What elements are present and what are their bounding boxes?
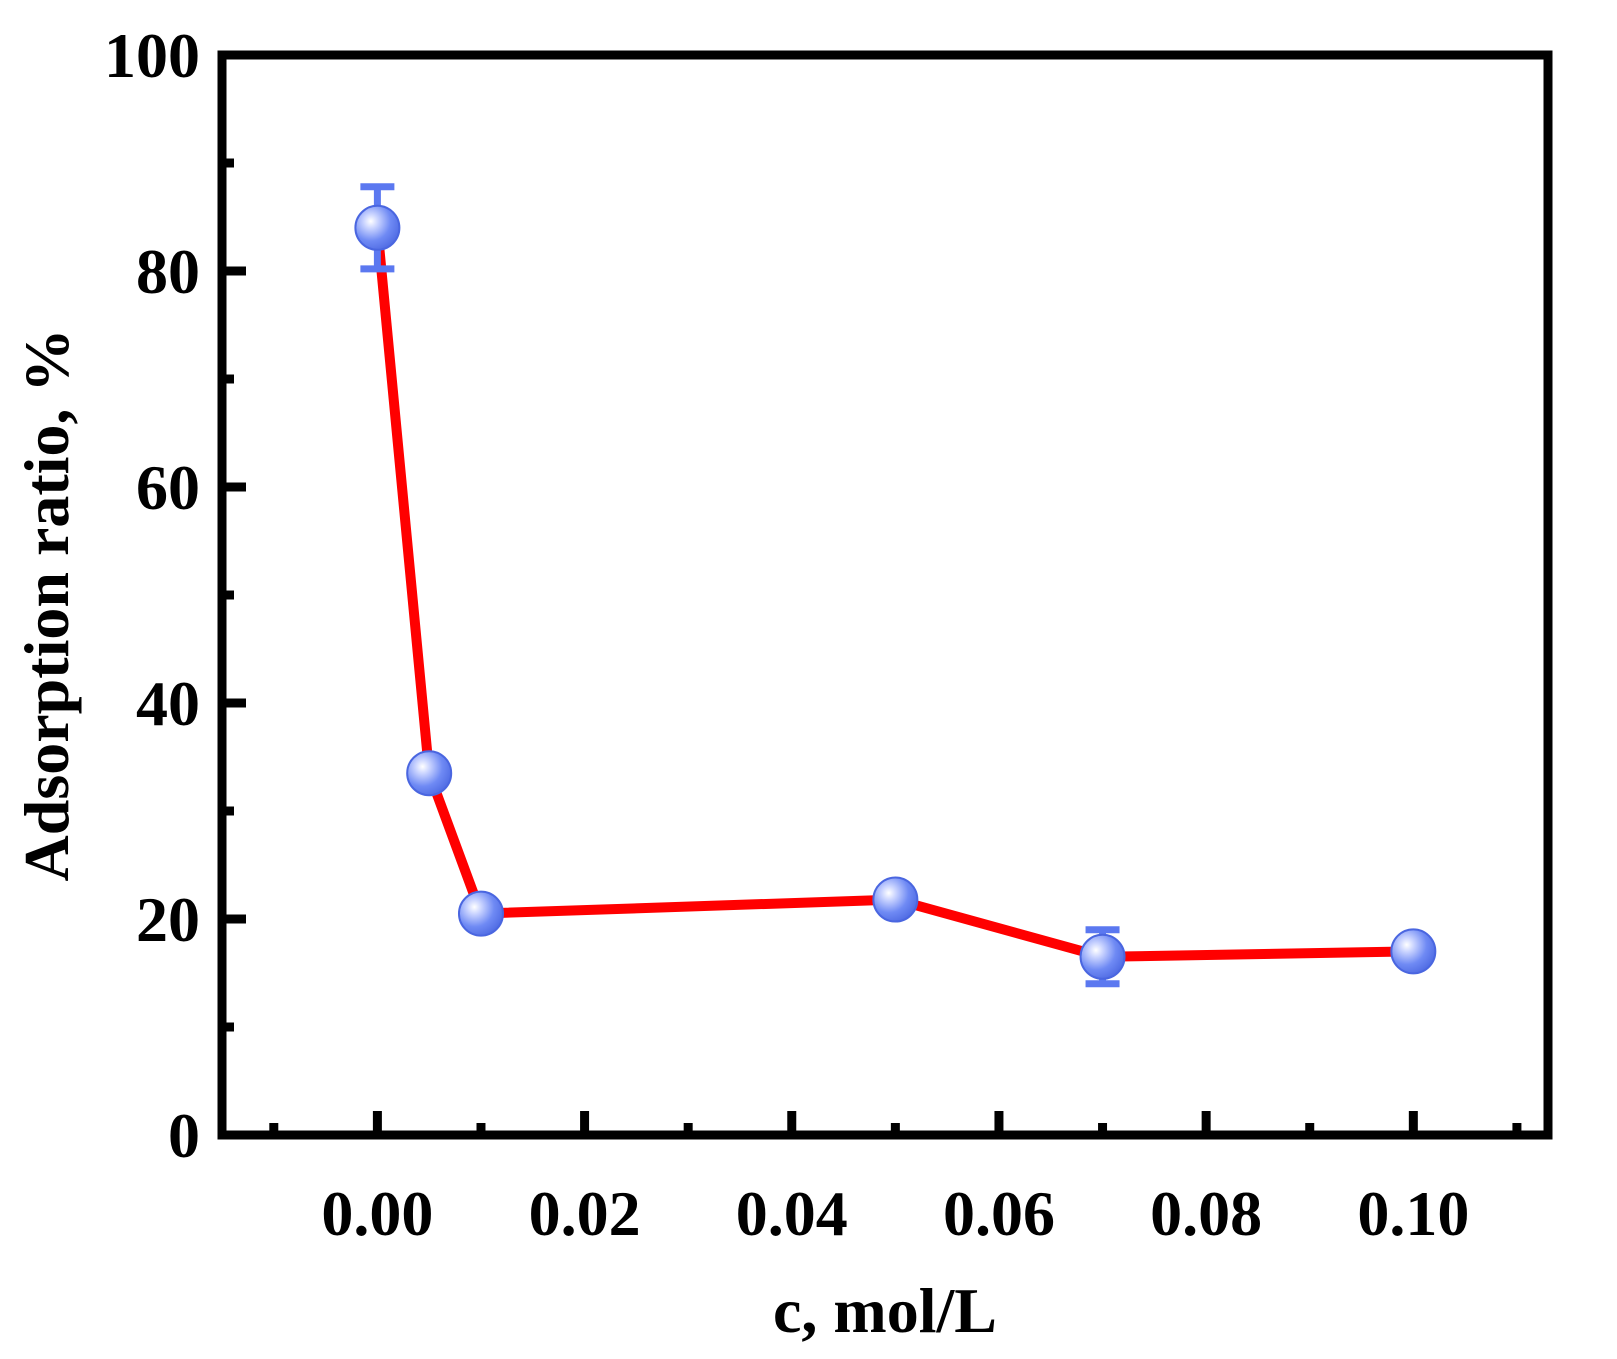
axis-ticks bbox=[222, 50, 1522, 1140]
data-point bbox=[1079, 926, 1126, 988]
axes-frame bbox=[217, 50, 1553, 1140]
plot-frame bbox=[217, 50, 1553, 1140]
y-tick-label: 0 bbox=[168, 1100, 200, 1171]
data-point bbox=[872, 876, 919, 923]
data-point bbox=[457, 890, 504, 937]
marker bbox=[457, 890, 504, 937]
x-tick-label: 0.10 bbox=[1357, 1178, 1469, 1249]
x-tick-label: 0.04 bbox=[736, 1178, 848, 1249]
x-tick-label: 0.02 bbox=[529, 1178, 641, 1249]
y-tick-label: 40 bbox=[136, 668, 200, 739]
tick-labels: 0.00 0.02 0.04 0.06 0.08 0.10 0 20 40 60 80 100 bbox=[104, 20, 1469, 1249]
marker bbox=[1079, 933, 1126, 980]
data-series bbox=[354, 183, 1437, 988]
y-tick-label: 80 bbox=[136, 236, 200, 307]
marker bbox=[354, 204, 401, 251]
x-tick-label: 0.00 bbox=[321, 1178, 433, 1249]
y-tick-label: 60 bbox=[136, 452, 200, 523]
marker bbox=[1390, 928, 1437, 975]
data-point bbox=[354, 183, 401, 273]
y-axis-title: Adsorption ratio, % bbox=[11, 329, 82, 882]
data-point bbox=[406, 750, 453, 797]
data-point bbox=[1390, 928, 1437, 975]
marker bbox=[872, 876, 919, 923]
x-tick-label: 0.08 bbox=[1150, 1178, 1262, 1249]
y-tick-label: 20 bbox=[136, 884, 200, 955]
x-tick-label: 0.06 bbox=[943, 1178, 1055, 1249]
y-tick-label: 100 bbox=[104, 20, 200, 91]
x-axis-title: c, mol/L bbox=[773, 1275, 997, 1346]
marker bbox=[406, 750, 453, 797]
series-line bbox=[372, 227, 1414, 962]
